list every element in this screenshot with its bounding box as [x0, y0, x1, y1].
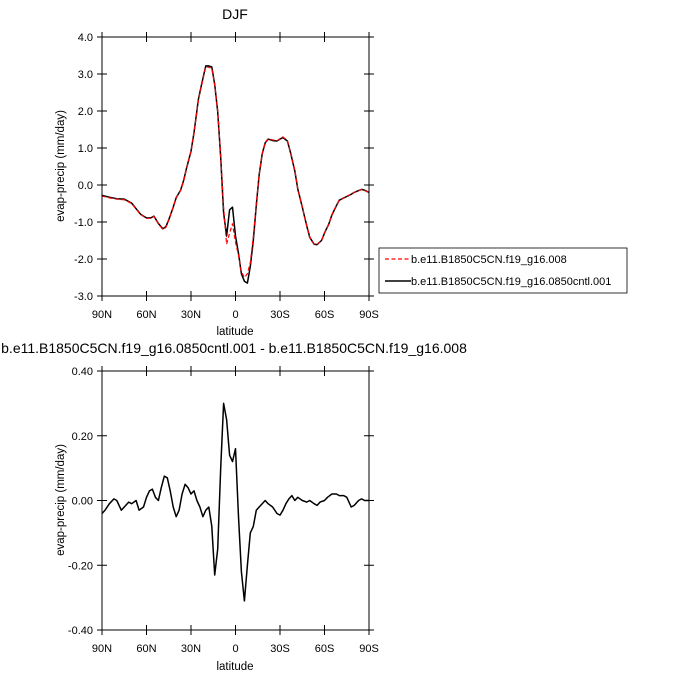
tick-labels: 90N 60N 30N 0 30S 60S 90S -0.40 -0.20 0.00 0.20 0.4… — [68, 366, 379, 655]
x-tick-label: 0 — [232, 643, 238, 655]
x-tick-label: 0 — [232, 309, 238, 321]
x-tick-label: 30S — [270, 643, 290, 655]
x-tick-label: 30S — [270, 309, 290, 321]
x-tick-label: 60S — [315, 309, 335, 321]
y-tick-label: 4.0 — [78, 32, 93, 44]
tick-labels: 90N 60N 30N 0 30S 60S 90S -3.0 -2.0 -1.0 0.0 1.0 2.0… — [74, 32, 379, 321]
difference-chart-title: b.e11.B1850C5CN.f19_g16.0850cntl.001 - b… — [1, 340, 467, 356]
y-tick-label: 0.20 — [72, 431, 93, 443]
y-tick-label: -0.40 — [68, 625, 93, 637]
x-tick-label: 60S — [315, 643, 335, 655]
x-tick-label: 30N — [181, 643, 201, 655]
x-tick-label: 90S — [359, 309, 379, 321]
chart-title: DJF — [222, 6, 248, 22]
x-axis-label: latitude — [216, 326, 253, 338]
y-tick-label: 0.00 — [72, 496, 93, 508]
y-tick-label: 2.0 — [78, 106, 93, 118]
x-tick-label: 60N — [136, 309, 156, 321]
y-tick-label: -2.0 — [74, 254, 93, 266]
legend-entry-2: b.e11.B1850C5CN.f19_g16.0850cntl.001 — [411, 276, 611, 288]
x-axis-label: latitude — [216, 661, 253, 673]
x-tick-label: 90N — [92, 643, 112, 655]
x-tick-label: 30N — [181, 309, 201, 321]
plot-series-group — [101, 65, 370, 284]
x-tick-label: 90S — [359, 643, 379, 655]
series-line-1 — [101, 65, 370, 279]
legend-box — [378, 247, 628, 294]
tick-marks — [97, 366, 374, 635]
y-tick-label: 3.0 — [78, 69, 93, 81]
y-tick-label: 0.0 — [78, 180, 93, 192]
top-panel: DJF 90N 60N 30N 0 30S 60S 90S -3.0 -2.0 -1.0 0.0 1.… — [55, 6, 628, 338]
plot-frame — [101, 370, 370, 631]
series-line-2 — [101, 65, 370, 284]
plot-series-group — [101, 402, 369, 602]
x-tick-label: 60N — [136, 643, 156, 655]
y-tick-label: -3.0 — [74, 291, 93, 303]
y-tick-label: -0.20 — [68, 560, 93, 572]
y-axis-label: evap-precip (mm/day) — [55, 444, 67, 556]
y-axis-label: evap-precip (mm/day) — [55, 110, 67, 222]
legend: b.e11.B1850C5CN.f19_g16.008 b.e11.B1850C… — [378, 247, 628, 294]
legend-entry-1: b.e11.B1850C5CN.f19_g16.008 — [411, 254, 567, 266]
plot-frame — [101, 36, 370, 297]
tick-marks — [97, 32, 374, 301]
x-tick-label: 90N — [92, 309, 112, 321]
y-tick-label: -1.0 — [74, 217, 93, 229]
y-tick-label: 0.40 — [72, 366, 93, 378]
series-line-1 — [101, 402, 369, 602]
y-tick-label: 1.0 — [78, 143, 93, 155]
bottom-panel: b.e11.B1850C5CN.f19_g16.0850cntl.001 - b… — [1, 340, 467, 673]
